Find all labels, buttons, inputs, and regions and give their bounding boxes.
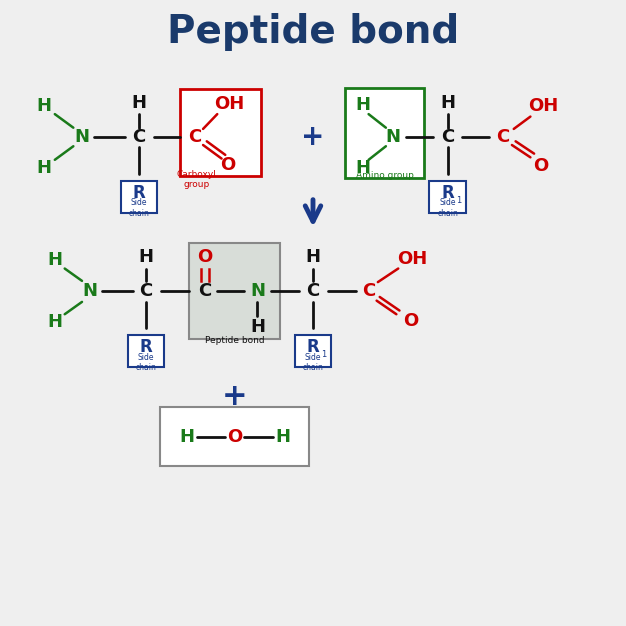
Text: H: H [355,159,370,177]
Text: O: O [533,157,548,175]
Text: H: H [139,249,154,267]
Text: OH: OH [397,250,427,268]
Text: C: C [188,128,201,146]
Text: H: H [179,428,194,446]
Text: H: H [355,96,370,114]
Text: H: H [440,94,455,112]
Text: N: N [386,128,401,146]
Text: N: N [74,128,89,146]
Text: C: C [496,128,510,146]
Text: H: H [250,317,265,336]
Text: C: C [441,128,454,146]
Text: 1: 1 [321,350,326,359]
Text: OH: OH [528,97,558,115]
Text: C: C [362,282,375,300]
Text: C: C [132,128,145,146]
Text: H: H [37,159,52,177]
Text: R: R [441,183,454,202]
FancyBboxPatch shape [190,243,280,339]
Text: Peptide bond: Peptide bond [205,336,264,346]
Text: N: N [250,282,265,300]
Text: C: C [198,282,212,300]
Text: R: R [140,338,153,356]
FancyBboxPatch shape [180,89,261,176]
Text: O: O [227,428,242,446]
Text: H: H [131,94,146,112]
FancyBboxPatch shape [295,336,331,367]
Text: C: C [306,282,320,300]
Text: H: H [37,97,52,115]
Text: H: H [48,252,63,270]
Text: C: C [140,282,153,300]
FancyBboxPatch shape [128,336,165,367]
Text: +: + [222,382,247,411]
Text: H: H [305,249,321,267]
Text: Carboxyl
group: Carboxyl group [177,170,217,189]
Text: R: R [307,338,319,356]
Text: N: N [82,282,97,300]
FancyBboxPatch shape [160,407,309,466]
Text: Side
chain: Side chain [136,352,156,372]
Text: 1: 1 [456,196,461,205]
Text: Amino group: Amino group [356,171,414,180]
Text: H: H [48,313,63,331]
Text: Side
chain: Side chain [437,198,458,218]
Text: Side
chain: Side chain [128,198,149,218]
Text: O: O [197,249,213,267]
Text: Peptide bond: Peptide bond [167,13,459,51]
Text: Side
chain: Side chain [302,352,324,372]
FancyBboxPatch shape [121,181,157,213]
Text: O: O [220,156,235,174]
Text: R: R [133,183,145,202]
FancyBboxPatch shape [429,181,466,213]
Text: OH: OH [215,95,245,113]
Text: H: H [276,428,291,446]
Text: O: O [403,312,418,330]
Text: +: + [301,123,325,151]
FancyBboxPatch shape [345,88,424,178]
